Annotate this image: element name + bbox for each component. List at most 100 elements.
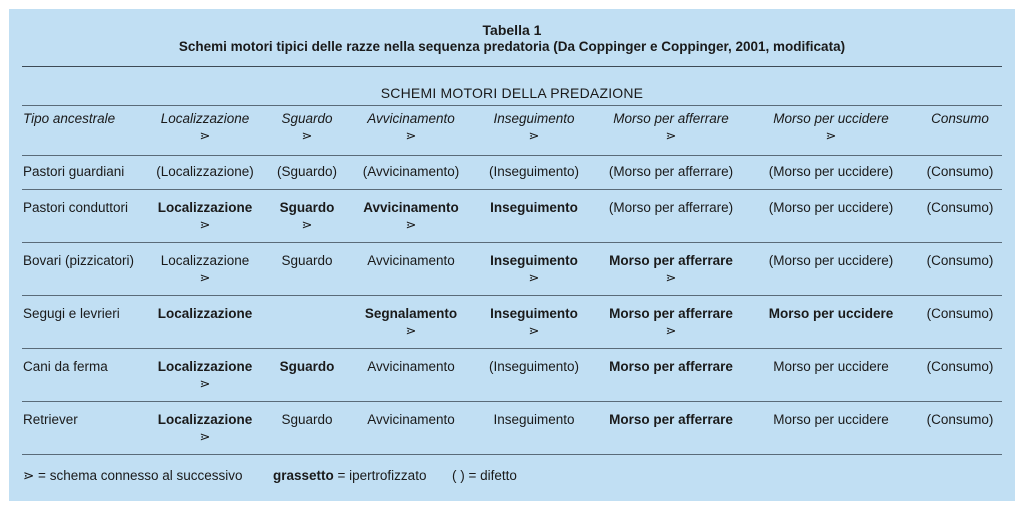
table-cell: (Inseguimento) bbox=[454, 163, 614, 180]
table-cell-text: (Consumo) bbox=[926, 164, 994, 179]
connected-arrow-icon: ⋗ bbox=[665, 128, 677, 143]
table-cell-text: Localizzazione bbox=[157, 306, 253, 321]
table-cell-text: Inseguimento bbox=[493, 412, 575, 427]
legend-arrow: ⋗ = schema connesso al successivo bbox=[23, 468, 243, 483]
table-title: Tabella 1 bbox=[482, 22, 542, 38]
table-cell: (Sguardo) bbox=[227, 163, 387, 180]
table-cell: Morso per afferrare ⋗ bbox=[591, 252, 751, 286]
connected-arrow-icon: ⋗ bbox=[528, 270, 540, 285]
table-cell: Inseguimento ⋗ bbox=[454, 305, 614, 339]
table-cell: Morso per uccidere bbox=[751, 305, 911, 322]
table-cell: Sguardo bbox=[227, 411, 387, 428]
table-cell: Avvicinamento bbox=[331, 252, 491, 269]
table-cell: Localizzazione bbox=[125, 305, 285, 322]
row-divider bbox=[22, 454, 1002, 455]
table-cell: Avvicinamento bbox=[331, 411, 491, 428]
column-header: Localizzazione ⋗ bbox=[125, 110, 285, 144]
row-divider bbox=[22, 295, 1002, 296]
column-header-text: Avvicinamento bbox=[367, 111, 455, 126]
connected-arrow-icon: ⋗ bbox=[825, 128, 837, 143]
table-cell-text: (Consumo) bbox=[926, 200, 994, 215]
divider bbox=[22, 66, 1002, 67]
legend-bold: grassetto = ipertrofizzato bbox=[273, 467, 426, 484]
table-cell-text: Morso per afferrare bbox=[609, 306, 733, 321]
column-header-text: Consumo bbox=[931, 111, 989, 126]
row-type-label-text: Bovari (pizzicatori) bbox=[23, 253, 135, 268]
table-cell-text: Inseguimento bbox=[490, 253, 578, 268]
row-type-label: Segugi e levrieri bbox=[23, 305, 120, 322]
table-cell: (Avvicinamento) bbox=[331, 163, 491, 180]
legend-paren: ( ) = difetto bbox=[452, 468, 517, 483]
connected-arrow-icon: ⋗ bbox=[405, 217, 417, 232]
row-divider bbox=[22, 348, 1002, 349]
connected-arrow-icon: ⋗ bbox=[301, 128, 313, 143]
connected-arrow-icon: ⋗ bbox=[405, 323, 417, 338]
column-header: Morso per afferrare ⋗ bbox=[591, 110, 751, 144]
column-header: Sguardo ⋗ bbox=[227, 110, 387, 144]
table-cell-text: Localizzazione bbox=[157, 412, 253, 427]
table-cell-text: (Morso per uccidere) bbox=[768, 200, 894, 215]
row-divider bbox=[22, 401, 1002, 402]
column-header-text: Tipo ancestrale bbox=[23, 111, 116, 126]
table-cell-text: (Consumo) bbox=[926, 412, 994, 427]
table-cell-text: Sguardo bbox=[281, 253, 333, 268]
table-cell-text: Morso per uccidere bbox=[773, 359, 889, 374]
table-cell: Localizzazione ⋗ bbox=[125, 358, 285, 392]
row-divider bbox=[22, 242, 1002, 243]
row-type-label: Bovari (pizzicatori) bbox=[23, 252, 134, 269]
connected-arrow-icon: ⋗ bbox=[405, 128, 417, 143]
table-cell: Sguardo bbox=[227, 252, 387, 269]
table-cell-text: Sguardo bbox=[281, 412, 333, 427]
column-header-text: Sguardo bbox=[281, 111, 333, 126]
row-type-label: Pastori guardiani bbox=[23, 163, 124, 180]
table-cell: (Morso per afferrare) bbox=[591, 163, 751, 180]
table-cell: (Morso per uccidere) bbox=[751, 252, 911, 269]
table-cell-text: (Consumo) bbox=[926, 253, 994, 268]
table-cell: Sguardo bbox=[227, 358, 387, 375]
table-cell-text: Localizzazione bbox=[157, 359, 253, 374]
row-divider bbox=[22, 189, 1002, 190]
table-cell: Morso per afferrare bbox=[591, 411, 751, 428]
connected-arrow-icon: ⋗ bbox=[528, 323, 540, 338]
legend-bold-text: = ipertrofizzato bbox=[333, 468, 427, 483]
table-cell: Segnalamento ⋗ bbox=[331, 305, 491, 339]
table-cell: Localizzazione ⋗ bbox=[125, 411, 285, 445]
row-type-label-text: Pastori guardiani bbox=[23, 164, 125, 179]
connected-arrow-icon: ⋗ bbox=[528, 128, 540, 143]
table-cell-text: Morso per afferrare bbox=[609, 359, 733, 374]
column-header-text: Morso per uccidere bbox=[773, 111, 889, 126]
table-cell-text: Avvicinamento bbox=[367, 253, 455, 268]
table-cell-text: Sguardo bbox=[279, 200, 335, 215]
table-cell-text: Morso per afferrare bbox=[609, 412, 733, 427]
table-cell: Avvicinamento bbox=[331, 358, 491, 375]
table-cell-text: Segnalamento bbox=[364, 306, 458, 321]
connected-arrow-icon: ⋗ bbox=[199, 270, 211, 285]
table-cell-text: Avvicinamento bbox=[363, 200, 459, 215]
table-cell-text: (Morso per uccidere) bbox=[768, 253, 894, 268]
connected-arrow-icon: ⋗ bbox=[665, 270, 677, 285]
column-header: Avvicinamento ⋗ bbox=[331, 110, 491, 144]
legend-bold-word: grassetto bbox=[273, 468, 334, 483]
table-cell-text: Localizzazione bbox=[157, 200, 253, 215]
table-cell-text: Sguardo bbox=[279, 359, 335, 374]
connected-arrow-icon: ⋗ bbox=[199, 128, 211, 143]
table-cell: (Consumo) bbox=[880, 252, 1024, 269]
column-header: Consumo bbox=[880, 110, 1024, 127]
table-cell-text: Localizzazione bbox=[160, 253, 250, 268]
connected-arrow-icon: ⋗ bbox=[665, 323, 677, 338]
table-cell: (Inseguimento) bbox=[454, 358, 614, 375]
row-type-label: Cani da ferma bbox=[23, 358, 108, 375]
divider bbox=[22, 105, 1002, 106]
column-header-text: Localizzazione bbox=[160, 111, 250, 126]
connected-arrow-icon: ⋗ bbox=[301, 217, 313, 232]
table-cell: Avvicinamento ⋗ bbox=[331, 199, 491, 233]
section-title: SCHEMI MOTORI DELLA PREDAZIONE bbox=[380, 85, 644, 101]
table-cell: (Consumo) bbox=[880, 411, 1024, 428]
table-subtitle: Schemi motori tipici delle razze nella s… bbox=[178, 39, 846, 54]
table-cell: (Consumo) bbox=[880, 305, 1024, 322]
table-cell: Inseguimento bbox=[454, 411, 614, 428]
table-cell-text: (Inseguimento) bbox=[488, 359, 580, 374]
row-type-label-text: Segugi e levrieri bbox=[23, 306, 120, 321]
table-cell: (Consumo) bbox=[880, 163, 1024, 180]
row-type-label-text: Retriever bbox=[23, 412, 78, 427]
